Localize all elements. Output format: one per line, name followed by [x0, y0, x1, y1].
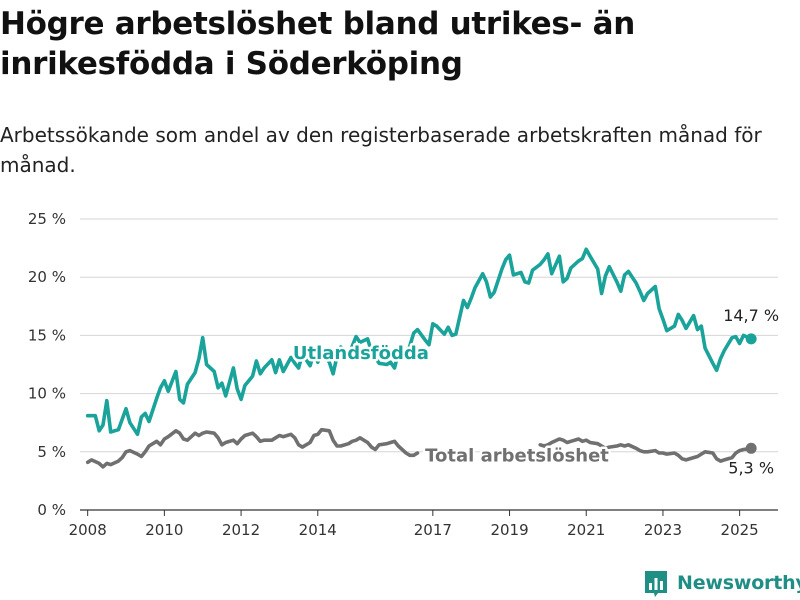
- series-name-label: Total arbetslöshet: [425, 445, 609, 466]
- x-tick-label: 2021: [567, 521, 605, 539]
- page-subtitle: Arbetssökande som andel av den registerb…: [0, 123, 762, 177]
- page-title: Högre arbetslöshet bland utrikes- än inr…: [0, 6, 636, 82]
- series-lines: [85, 247, 757, 469]
- y-tick-label: 10 %: [28, 385, 66, 403]
- y-tick-label: 20 %: [28, 268, 66, 286]
- series-line-0: [85, 247, 753, 437]
- y-axis-ticks: 0 % 5 % 10 % 15 % 20 % 25 %: [28, 210, 66, 519]
- x-tick-label: 2012: [222, 521, 260, 539]
- end-value-label: 5,3 %: [728, 458, 774, 477]
- y-tick-label: 5 %: [37, 443, 66, 461]
- grid-lines: [80, 218, 778, 511]
- x-tick-label: 2008: [69, 521, 107, 539]
- x-tick-label: 2025: [721, 521, 759, 539]
- series-end-point: [745, 442, 757, 454]
- bar-chart-icon: [645, 570, 667, 597]
- brand-name: Newsworthy: [677, 572, 800, 594]
- newsworthy-logo: Newsworthy: [644, 568, 800, 598]
- end-value-label: 14,7 %: [723, 306, 779, 325]
- series-end-point: [745, 333, 757, 345]
- y-tick-label: 15 %: [28, 326, 66, 344]
- x-tick-label: 2019: [490, 521, 528, 539]
- x-tick-label: 2023: [644, 521, 682, 539]
- y-tick-label: 25 %: [28, 210, 66, 228]
- series-labels: 14,7 % 5,3 % Utlandsfödda Total arbetslöshe…: [290, 306, 779, 477]
- x-axis-ticks: 2008 2010 2012 2014 2017 2019 2021 2023 2025: [69, 510, 759, 539]
- x-tick-label: 2017: [414, 521, 452, 539]
- series-line-1: [538, 437, 753, 463]
- series-line-1: [85, 427, 420, 469]
- x-tick-label: 2014: [299, 521, 337, 539]
- y-tick-label: 0 %: [37, 501, 66, 519]
- x-tick-label: 2010: [145, 521, 183, 539]
- series-name-label: Utlandsfödda: [293, 343, 429, 364]
